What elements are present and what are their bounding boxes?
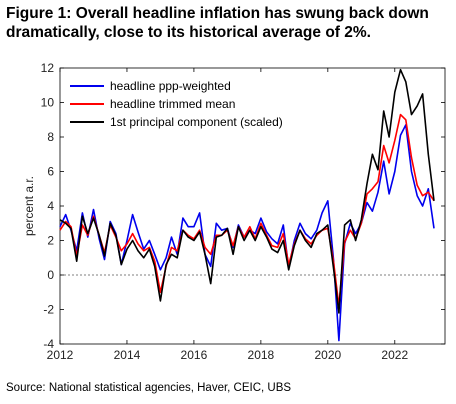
x-tick-label: 2020 <box>314 348 341 362</box>
legend-label: 1st principal component (scaled) <box>110 115 283 129</box>
series-lines <box>59 68 445 342</box>
legend: headline ppp-weighted headline trimmed me… <box>65 74 291 134</box>
x-tick-label: 2014 <box>114 348 141 362</box>
x-tick-label: 2022 <box>381 348 408 362</box>
series-line-3 <box>59 68 435 314</box>
series-line-2 <box>59 113 435 307</box>
y-tick-label: -2 <box>43 303 54 317</box>
figure-source: Source: National statistical agencies, H… <box>6 382 292 394</box>
legend-label: headline trimmed mean <box>110 97 235 111</box>
legend-label: headline ppp-weighted <box>110 79 231 93</box>
y-tick-label: 12 <box>41 61 55 75</box>
x-axis: 2012 2014 2016 2018 2020 2022 <box>47 68 408 362</box>
x-tick-label: 2018 <box>248 348 275 362</box>
y-tick-label: 2 <box>47 234 54 248</box>
x-tick-label: 2016 <box>181 348 208 362</box>
y-tick-label: -4 <box>43 337 54 351</box>
y-tick-label: 0 <box>47 268 54 282</box>
y-tick-label: 8 <box>47 130 54 144</box>
y-tick-label: 4 <box>47 199 54 213</box>
x-tick-label: 2012 <box>47 348 74 362</box>
figure-title: Figure 1: Overall headline inflation has… <box>6 5 429 41</box>
y-axis-label: percent a.r. <box>22 176 36 236</box>
y-tick-label: 10 <box>41 96 55 110</box>
y-tick-label: 6 <box>47 165 54 179</box>
